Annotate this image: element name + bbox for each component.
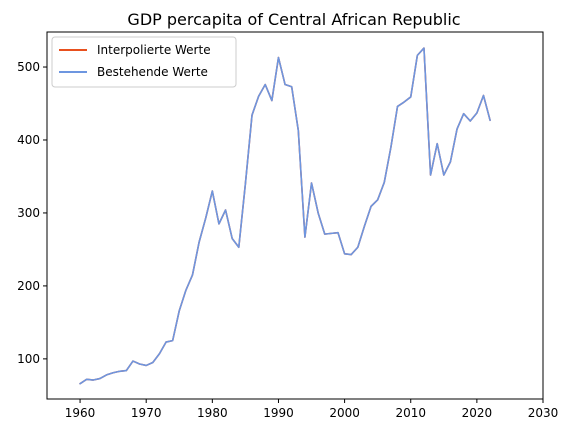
x-tick-label-2030: 2030 [528, 406, 559, 420]
x-tick-label-2020: 2020 [462, 406, 493, 420]
x-tick-label-2010: 2010 [395, 406, 426, 420]
x-tick-label-1970: 1970 [131, 406, 162, 420]
series-line-1 [79, 47, 491, 385]
x-tick-label-1990: 1990 [263, 406, 294, 420]
legend: Interpolierte Werte Bestehende Werte [51, 36, 237, 88]
axes: 1960 1970 1980 1990 2000 2010 2020 2030 100 200 30… [17, 31, 559, 420]
plot-frame [46, 31, 544, 400]
x-tick-label-2000: 2000 [329, 406, 360, 420]
x-tick-label-1980: 1980 [197, 406, 228, 420]
x-tick-label-1960: 1960 [65, 406, 96, 420]
legend-frame [51, 36, 237, 88]
legend-label-existing: Bestehende Werte [97, 65, 208, 79]
y-tick-label-500: 500 [17, 60, 40, 74]
chart-title: GDP percapita of Central African Republi… [127, 10, 460, 29]
y-tick-label-300: 300 [17, 206, 40, 220]
plot-area [79, 47, 491, 385]
y-tick-label-200: 200 [17, 279, 40, 293]
y-tick-label-100: 100 [17, 352, 40, 366]
y-tick-label-400: 400 [17, 133, 40, 147]
legend-label-interpolated: Interpolierte Werte [97, 43, 211, 57]
